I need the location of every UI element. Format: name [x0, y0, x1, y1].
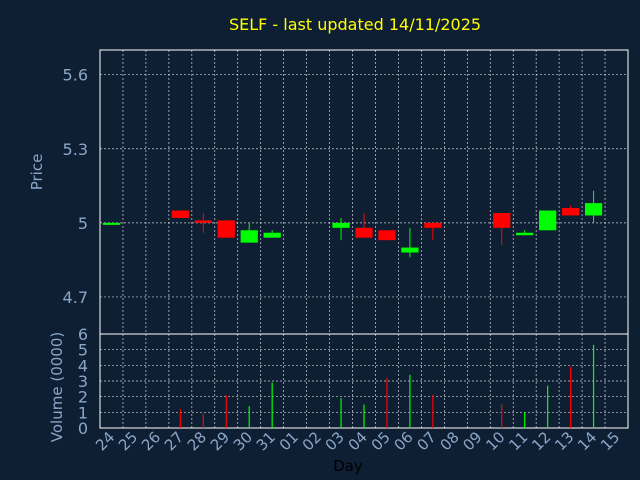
candle-29 — [217, 220, 235, 238]
candle-body — [516, 232, 534, 236]
price-tick-label: 4.7 — [63, 288, 88, 307]
candle-body — [424, 222, 442, 228]
chart-title: SELF - last updated 14/11/2025 — [229, 15, 481, 34]
volume-axis-label: Volume (0000) — [48, 332, 66, 442]
candle-03 — [332, 217, 350, 241]
candle-28 — [194, 212, 212, 233]
candle-27 — [171, 210, 189, 218]
volume-tick-label: 5 — [78, 341, 88, 360]
candle-body — [378, 230, 396, 241]
candle-body — [240, 230, 258, 243]
candle-body — [539, 210, 557, 231]
price-panel: 4.7 5 5.3 5.6 Price — [28, 49, 629, 335]
volume-tick-label: 6 — [78, 325, 88, 344]
volume-tick-label: 2 — [78, 388, 88, 407]
candle-13 — [562, 205, 580, 216]
price-tick-label: 5.3 — [63, 140, 88, 159]
candle-10 — [493, 212, 511, 246]
candle-body — [332, 222, 350, 228]
candle-body — [102, 222, 121, 225]
volume-tick-label: 1 — [78, 403, 88, 422]
candle-body — [493, 212, 511, 228]
volume-tick-label: 4 — [78, 356, 88, 375]
candle-body — [401, 247, 419, 253]
candle-24 — [102, 222, 121, 225]
candle-body — [194, 220, 212, 223]
candle-11 — [516, 230, 534, 236]
price-tick-label: 5.6 — [63, 66, 88, 85]
volume-tick-label: 3 — [78, 372, 88, 391]
candle-body — [263, 232, 281, 238]
price-frame — [99, 49, 629, 335]
candle-body — [217, 220, 235, 238]
x-tick-label: 15 — [597, 428, 623, 454]
candle-06 — [401, 227, 419, 258]
candle-05 — [378, 230, 396, 241]
candle-14 — [584, 190, 603, 223]
price-axis-label: Price — [28, 154, 46, 191]
candle-30 — [240, 222, 258, 243]
candle-body — [562, 208, 580, 216]
candle-07 — [424, 222, 442, 241]
candle-body — [171, 210, 189, 218]
candle-31 — [263, 230, 281, 238]
candle-body — [355, 227, 373, 238]
x-axis-label: Day — [333, 457, 363, 475]
candle-04 — [355, 212, 373, 238]
price-tick-label: 5 — [78, 214, 88, 233]
candle-12 — [539, 210, 557, 231]
volume-tick-label: 0 — [78, 419, 88, 438]
candle-body — [584, 203, 603, 216]
